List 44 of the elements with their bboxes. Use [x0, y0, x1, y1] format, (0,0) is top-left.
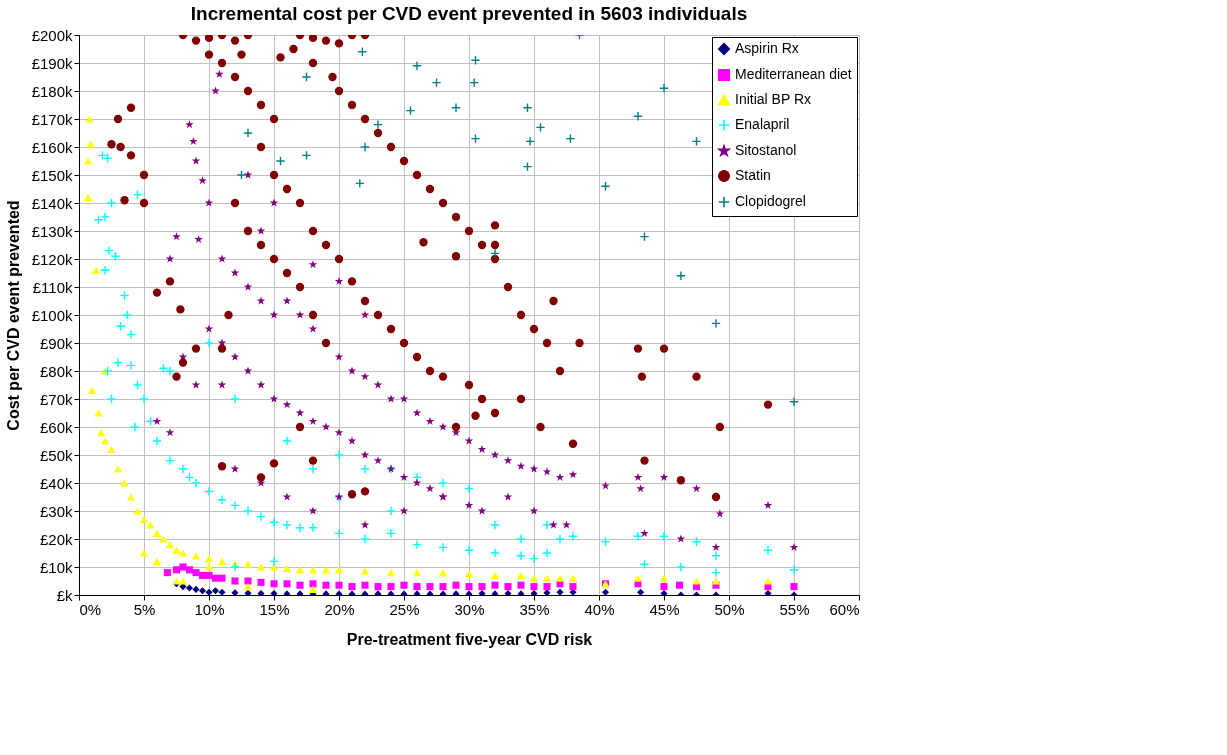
y-tick-label: £200k	[31, 26, 73, 44]
legend-label: Initial BP Rx	[735, 91, 811, 107]
y-tick-label: £40k	[39, 474, 73, 492]
x-tick-label: 50%	[714, 600, 745, 618]
x-tick-label: 0%	[79, 600, 102, 618]
y-tick-label: £10k	[39, 558, 73, 576]
y-tick-label: £130k	[31, 222, 73, 240]
y-tick-label: £120k	[31, 250, 73, 268]
x-tick-label: 5%	[133, 600, 156, 618]
x-tick-label: 10%	[194, 600, 225, 618]
y-tick-label: £90k	[39, 334, 73, 352]
y-tick-label: £110k	[32, 278, 73, 296]
x-tick-label: 25%	[389, 600, 420, 618]
legend-label: Clopidogrel	[735, 193, 806, 209]
y-axis-title: Cost per CVD event prevented	[4, 200, 22, 431]
x-axis-title: Pre-treatment five-year CVD risk	[346, 630, 593, 648]
legend-label: Aspirin Rx	[735, 40, 799, 56]
y-tick-label: £k	[56, 586, 73, 604]
y-tick-label: £180k	[31, 82, 73, 100]
y-tick-label: £150k	[31, 166, 73, 184]
legend-label: Statin	[735, 167, 771, 183]
y-tick-label: £190k	[31, 54, 73, 72]
legend-label: Mediterranean diet	[735, 66, 852, 82]
x-tick-label: 55%	[779, 600, 810, 618]
y-tick-label: £100k	[31, 306, 73, 324]
chart-title: Incremental cost per CVD event prevented in 5603 individuals	[190, 3, 748, 24]
y-tick-label: £80k	[39, 362, 73, 380]
y-tick-label: £50k	[39, 446, 73, 464]
x-tick-label: 40%	[584, 600, 615, 618]
x-tick-label: 30%	[454, 600, 485, 618]
legend-label: Sitostanol	[735, 142, 797, 158]
y-tick-label: £70k	[39, 390, 73, 408]
y-tick-label: £160k	[31, 138, 73, 156]
x-tick-label: 60%	[829, 600, 860, 618]
x-tick-label: 15%	[259, 600, 290, 618]
legend-label: Enalapril	[735, 116, 790, 132]
y-tick-label: £30k	[39, 502, 73, 520]
y-tick-label: £20k	[39, 530, 73, 548]
y-tick-label: £60k	[39, 418, 73, 436]
x-tick-label: 35%	[519, 600, 550, 618]
y-tick-label: £140k	[31, 194, 73, 212]
x-tick-label: 45%	[649, 600, 680, 618]
y-tick-label: £170k	[31, 110, 73, 128]
x-tick-label: 20%	[324, 600, 355, 618]
